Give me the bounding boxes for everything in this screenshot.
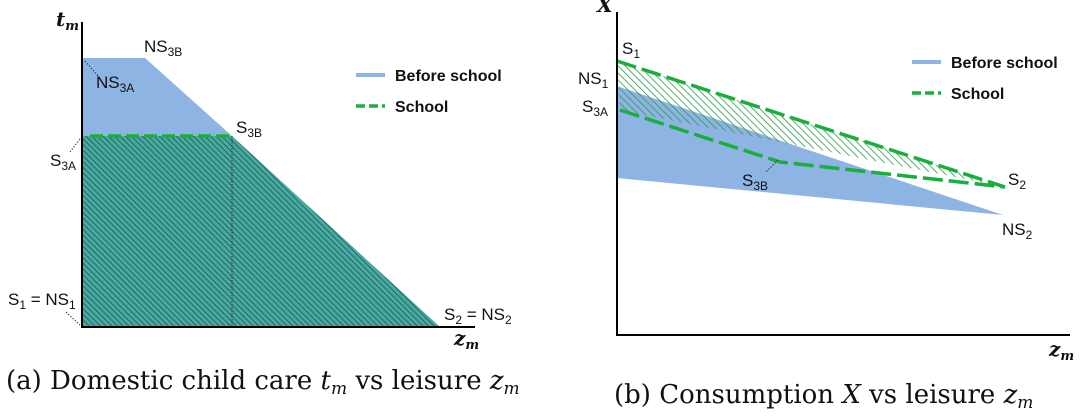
school-region-a <box>82 136 440 327</box>
caption-b: (b) Consumption X vs leisure zm <box>614 380 1033 413</box>
s1-leader-a <box>65 311 81 326</box>
label-s1-b: S1 <box>622 39 640 61</box>
legend-b: Before school School <box>912 55 1058 103</box>
label-s3b-b: S3B <box>742 171 768 193</box>
panel-b: X zm S1 NS1 S3A S3B S2 NS2 Before school… <box>578 0 1074 413</box>
label-ns2-b: NS2 <box>1002 220 1033 242</box>
legend-a: Before school School <box>356 68 502 116</box>
y-axis-label-b: X <box>595 0 614 17</box>
label-ns1-b: NS1 <box>578 69 609 91</box>
caption-a: (a) Domestic child care tm vs leisure zm <box>6 366 520 399</box>
before-school-region-a <box>82 58 232 136</box>
x-axis-label-b: zm <box>1048 337 1074 364</box>
label-s2-b: S2 <box>1008 170 1026 192</box>
label-ns3b-top: NS3B <box>144 37 182 59</box>
school-lower-line-b <box>619 108 1006 189</box>
label-s2-ns2: S2 = NS2 <box>444 305 512 327</box>
label-s3a-b: S3A <box>582 97 608 119</box>
ns3a-leader <box>84 60 99 77</box>
label-s3b-a: S3B <box>236 118 262 140</box>
y-axis-label-a: tm <box>56 7 79 34</box>
legend-school-label-a: School <box>395 99 448 116</box>
legend-before-label-b: Before school <box>951 55 1058 72</box>
label-s3a-a: S3A <box>50 151 76 173</box>
x-axis-label-a: zm <box>453 326 479 353</box>
panel-a: tm zm NS3B NS3A S3B S3A S1 = NS1 S2 = NS… <box>6 7 520 399</box>
legend-school-label-b: School <box>951 86 1004 103</box>
s3a-leader-a <box>69 138 81 153</box>
school-upper-line-b <box>616 59 1006 189</box>
legend-before-label-a: Before school <box>395 68 502 85</box>
label-s1-ns1: S1 = NS1 <box>8 290 76 312</box>
label-ns3a: NS3A <box>96 73 134 95</box>
